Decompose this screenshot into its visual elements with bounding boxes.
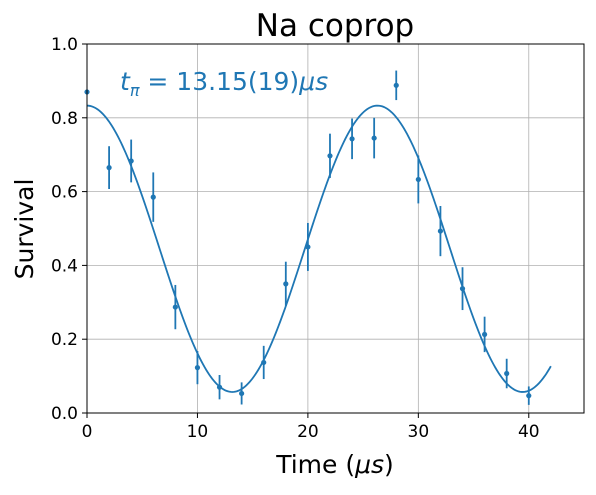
- point-marker: [151, 195, 156, 200]
- chart-title: Na coprop: [256, 8, 414, 44]
- fit-line: [87, 106, 551, 392]
- point-marker: [217, 385, 222, 390]
- point-marker: [305, 244, 310, 249]
- data-point: [239, 382, 244, 404]
- point-marker: [261, 360, 266, 365]
- point-marker: [173, 304, 178, 309]
- y-tick-label: 0.2: [51, 330, 78, 350]
- annotation-subscript: π: [130, 81, 140, 100]
- ticks: 0 10 20 30 40 0.0 0.2 0.4 0.6 0.8 1.0: [51, 35, 540, 442]
- data-point: [106, 146, 111, 189]
- data-point: [305, 223, 310, 271]
- point-marker: [504, 371, 509, 376]
- point-marker: [526, 393, 531, 398]
- annotation-value: = 13.15(19): [139, 67, 299, 96]
- point-marker: [195, 365, 200, 370]
- data-point: [261, 346, 266, 379]
- point-marker: [460, 286, 465, 291]
- point-marker: [372, 135, 377, 140]
- point-marker: [416, 177, 421, 182]
- y-tick-label: 0.8: [51, 109, 78, 129]
- axes: [87, 44, 584, 413]
- point-marker: [327, 153, 332, 158]
- point-marker: [394, 83, 399, 88]
- x-tick-label: 40: [518, 422, 540, 442]
- y-tick-label: 0.0: [51, 404, 78, 424]
- y-tick-label: 0.6: [51, 183, 78, 203]
- y-axis-label: Survival: [10, 179, 39, 280]
- data-point: [460, 267, 465, 310]
- point-marker: [349, 136, 354, 141]
- data-point: [372, 118, 377, 159]
- x-tick-label: 30: [408, 422, 430, 442]
- x-tick-label: 10: [187, 422, 209, 442]
- data-point: [394, 71, 399, 101]
- point-marker: [239, 391, 244, 396]
- data-point: [217, 375, 222, 399]
- x-tick-label: 0: [82, 422, 93, 442]
- point-marker: [106, 165, 111, 170]
- data-point: [504, 359, 509, 389]
- x-tick-label: 20: [297, 422, 319, 442]
- y-tick-label: 0.4: [51, 256, 78, 276]
- grid: [87, 44, 584, 413]
- data-point: [482, 317, 487, 352]
- data-point: [151, 172, 156, 221]
- annotation-unit: μs: [298, 67, 328, 96]
- fit-curve: [87, 106, 551, 392]
- point-marker: [129, 158, 134, 163]
- pi-time-annotation: tπ = 13.15(19)μs: [120, 67, 328, 100]
- point-marker: [438, 228, 443, 233]
- point-marker: [283, 281, 288, 286]
- y-tick-label: 1.0: [51, 35, 78, 55]
- plot-frame: [87, 44, 584, 413]
- point-marker: [482, 332, 487, 337]
- x-axis-label: Time (μs): [275, 450, 394, 479]
- data-point: [129, 140, 134, 183]
